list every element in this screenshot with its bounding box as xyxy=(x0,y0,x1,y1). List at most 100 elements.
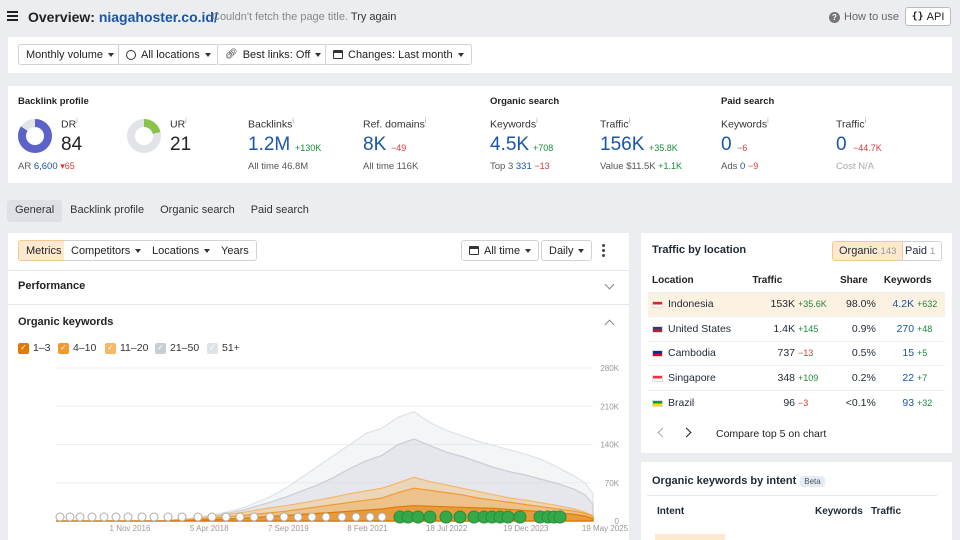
caret-down-icon xyxy=(204,248,211,253)
annotation-marker xyxy=(337,512,347,522)
locations-dropdown[interactable]: All locations xyxy=(118,44,219,65)
menu-icon[interactable] xyxy=(7,11,18,21)
all-time-dropdown[interactable]: All time xyxy=(461,240,540,261)
annotation-marker xyxy=(265,512,275,522)
best-links-dropdown[interactable]: 🔗︎ Best links: Off xyxy=(217,44,330,65)
chevron-left-icon[interactable] xyxy=(657,427,668,438)
annotation-marker xyxy=(351,512,361,522)
paid-traffic-value[interactable]: 0 xyxy=(836,134,847,155)
legend-item-4-10[interactable]: ✓ 4–10 xyxy=(58,342,96,354)
backlinks-change: +130K xyxy=(295,143,322,153)
ar-value[interactable]: 6,600 xyxy=(33,161,58,172)
organic-keywords-value[interactable]: 4.5K xyxy=(490,134,530,155)
column-header-location[interactable]: Location xyxy=(652,275,694,287)
checkbox-icon: ✓ xyxy=(207,342,218,354)
compare-link[interactable]: Compare top 5 on chart xyxy=(716,428,827,440)
chevron-up-icon[interactable] xyxy=(604,319,615,330)
location-row[interactable]: United States 1.4K +145 0.9% 270 +48 xyxy=(648,316,945,342)
column-header-traffic[interactable]: Traffic xyxy=(752,275,783,287)
tab-organic-search[interactable]: Organic search xyxy=(160,204,235,216)
organic-keywords-heading[interactable]: Organic keywords xyxy=(18,316,114,328)
location-name-cell: Singapore xyxy=(648,365,749,391)
location-row[interactable]: Singapore 348 +109 0.2% 22 +7 xyxy=(648,365,945,391)
daily-dropdown[interactable]: Daily xyxy=(541,240,593,261)
top3-line: Top 3 331 −13 xyxy=(490,161,550,172)
legend-item-11-20[interactable]: ✓ 11–20 xyxy=(105,342,148,354)
metrics-toggle[interactable]: Metrics xyxy=(18,240,70,261)
share-cell: 0.5% xyxy=(835,340,880,366)
backlinks-label: Backlinksi xyxy=(248,118,294,131)
ref-domains-value[interactable]: 8K xyxy=(363,134,387,155)
keywords-cell: 93 +32 xyxy=(879,389,945,415)
competitors-dropdown[interactable]: Competitors xyxy=(64,240,150,261)
organic-traffic-value[interactable]: 156K xyxy=(600,134,645,155)
ur-ring-chart xyxy=(127,119,161,153)
api-button[interactable]: {} API xyxy=(905,7,951,26)
paid-keywords-value[interactable]: 0 xyxy=(721,134,732,155)
fetch-message: Couldn't fetch the page title. Try again xyxy=(212,11,397,23)
annotation-marker xyxy=(249,512,259,522)
caret-down-icon xyxy=(108,52,115,57)
ar-line: AR 6,600 ▾65 xyxy=(18,161,75,172)
location-name-cell: United States xyxy=(648,316,749,342)
annotation-marker xyxy=(279,512,289,522)
legend-item-1-3[interactable]: ✓ 1–3 xyxy=(18,342,51,354)
traffic-cell: 153K +35.6K xyxy=(748,291,836,317)
value-line: Value $11.5K +1.1K xyxy=(600,161,683,172)
ref-domains-change: −49 xyxy=(391,143,407,153)
location-row[interactable]: Brazil 96 −3 <0.1% 93 +32 xyxy=(648,389,945,415)
annotation-marker xyxy=(65,512,75,522)
keywords-cell: 270 +48 xyxy=(879,316,945,342)
annotation-marker xyxy=(163,512,173,522)
legend-item-51-plus[interactable]: ✓ 51+ xyxy=(207,342,240,354)
location-row[interactable]: Cambodia 737 −13 0.5% 15 +5 xyxy=(648,340,945,366)
chevron-right-icon[interactable] xyxy=(681,427,692,438)
paid-keywords-change: −6 xyxy=(737,143,748,153)
annotation-marker xyxy=(111,512,121,522)
annotation-marker xyxy=(193,512,203,522)
divider xyxy=(8,304,629,305)
backlinks-value[interactable]: 1.2M xyxy=(248,134,291,155)
x-tick-label: 8 Feb 2021 xyxy=(347,524,388,533)
annotation-marker xyxy=(293,512,303,522)
years-toggle[interactable]: Years xyxy=(214,240,257,261)
column-header-keywords[interactable]: Keywords xyxy=(815,506,863,517)
column-header-intent[interactable]: Intent xyxy=(657,506,685,517)
tab-paid-search[interactable]: Paid search xyxy=(250,204,309,216)
update-marker xyxy=(411,510,425,524)
globe-icon xyxy=(126,49,136,60)
paid-toggle[interactable]: Paid 1 xyxy=(899,241,943,261)
tab-backlink-profile[interactable]: Backlink profile xyxy=(70,204,145,216)
annotation-marker xyxy=(177,512,187,522)
ref-domains-all-time: All time 116K xyxy=(363,161,419,172)
column-header-traffic[interactable]: Traffic xyxy=(871,506,902,517)
x-tick-label: 18 Jul 2022 xyxy=(426,524,468,533)
caret-down-icon xyxy=(457,52,464,57)
monthly-volume-dropdown[interactable]: Monthly volume xyxy=(18,44,123,65)
paid-keywords-label: Keywordsi xyxy=(721,118,769,131)
column-header-share[interactable]: Share xyxy=(839,275,868,287)
flag-icon xyxy=(652,374,663,382)
more-options-icon[interactable] xyxy=(602,244,605,257)
locations-chart-dropdown[interactable]: Locations xyxy=(145,240,219,261)
link-icon: 🔗︎ xyxy=(225,49,238,60)
page-title: Overview: niagahoster.co.id/ xyxy=(28,9,218,25)
flag-icon xyxy=(652,350,663,358)
performance-heading[interactable]: Performance xyxy=(18,280,86,292)
organic-toggle[interactable]: Organic 143 xyxy=(832,241,904,261)
organic-keywords-label: Keywordsi xyxy=(490,118,538,131)
update-marker xyxy=(501,510,515,524)
column-header-keywords[interactable]: Keywords xyxy=(883,275,932,287)
try-again-link[interactable]: Try again xyxy=(350,11,397,23)
chevron-down-icon[interactable] xyxy=(604,279,615,290)
legend-item-21-50[interactable]: ✓ 21–50 xyxy=(155,342,199,354)
changes-dropdown[interactable]: Changes: Last month xyxy=(325,44,472,65)
traffic-cell: 1.4K +145 xyxy=(748,316,836,342)
domain-link[interactable]: niagahoster.co.id/ xyxy=(98,9,218,25)
traffic-by-location-title: Traffic by location xyxy=(652,244,747,256)
how-to-use-link[interactable]: ? How to use xyxy=(829,11,899,23)
organic-keywords-chart[interactable]: 280K 210K 140K 70K 0 1 Nov 2016 5 Apr 2018 7 Se… xyxy=(8,360,629,540)
tab-general[interactable]: General xyxy=(7,200,63,222)
location-row[interactable]: Indonesia 153K +35.6K 98.0% 4.2K +632 xyxy=(648,291,945,317)
y-tick-label: 0 xyxy=(615,517,620,526)
